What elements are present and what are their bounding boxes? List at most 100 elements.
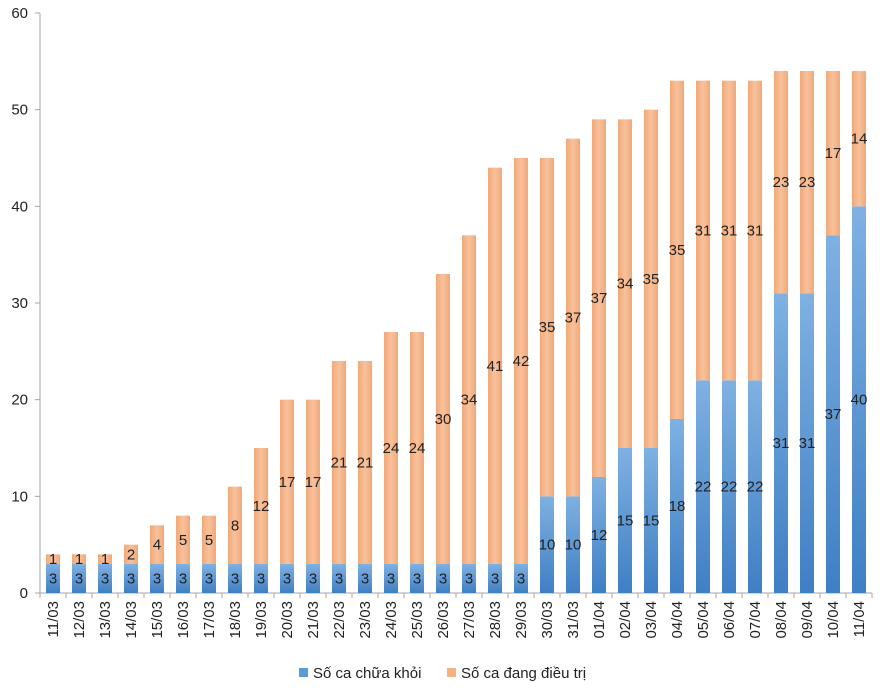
data-label-cured: 3 [517, 571, 525, 588]
bar-cured [280, 564, 294, 593]
bar-cured [748, 380, 762, 593]
bar-treating [176, 515, 190, 564]
bar-cured [566, 496, 580, 593]
data-label-treating: 42 [513, 353, 530, 370]
bar-treating [332, 361, 346, 564]
x-tick-label: 22/03 [331, 601, 348, 639]
bar-treating [852, 71, 866, 207]
bar-treating [124, 544, 138, 564]
data-label-treating: 23 [799, 174, 816, 191]
data-label-cured: 22 [747, 479, 764, 496]
data-label-treating: 4 [153, 537, 161, 554]
data-label-cured: 3 [75, 571, 83, 588]
data-label-cured: 3 [283, 571, 291, 588]
data-label-treating: 30 [435, 411, 452, 428]
x-tick-label: 08/04 [773, 601, 790, 639]
x-tick-label: 10/04 [825, 601, 842, 639]
data-label-treating: 24 [409, 440, 426, 457]
data-label-cured: 3 [465, 571, 473, 588]
data-label-treating: 5 [205, 532, 213, 549]
x-tick-label: 11/04 [851, 601, 868, 637]
data-label-treating: 21 [331, 455, 348, 472]
data-label-cured: 18 [669, 498, 686, 515]
data-label-treating: 37 [591, 290, 608, 307]
bar-treating [696, 80, 710, 381]
data-labels: 3131313234353538312317317321321324324330… [49, 131, 868, 588]
legend-swatch-cured [299, 668, 308, 677]
data-label-treating: 35 [539, 319, 556, 336]
bar-cured [800, 293, 814, 593]
bar-cured [254, 564, 268, 593]
y-tick-label: 50 [11, 102, 28, 119]
x-tick-label: 12/03 [71, 601, 88, 639]
data-label-treating: 37 [565, 310, 582, 327]
x-tick-label: 07/04 [747, 601, 764, 639]
bar-treating [280, 399, 294, 564]
bar-treating [774, 71, 788, 294]
bar-treating [384, 332, 398, 564]
data-label-treating: 31 [721, 223, 738, 240]
bar-treating [436, 274, 450, 564]
data-label-cured: 3 [257, 571, 265, 588]
bar-treating [462, 235, 476, 565]
bar-cured [644, 448, 658, 593]
bar-cured [826, 235, 840, 594]
data-label-treating: 21 [357, 455, 374, 472]
data-label-cured: 3 [179, 571, 187, 588]
bar-cured [306, 564, 320, 593]
y-tick-label: 10 [11, 488, 28, 505]
bar-cured [384, 564, 398, 593]
bar-treating [566, 138, 580, 497]
bar-cured [202, 564, 216, 593]
bar-treating [72, 554, 86, 564]
bar-cured [410, 564, 424, 593]
bar-treating [670, 80, 684, 420]
bar-cured [514, 564, 528, 593]
bar-treating [46, 554, 60, 564]
data-label-treating: 8 [231, 517, 239, 534]
data-label-cured: 22 [695, 479, 712, 496]
data-label-treating: 17 [305, 474, 322, 491]
x-tick-label: 25/03 [409, 601, 426, 639]
data-label-cured: 3 [439, 571, 447, 588]
bar-cured [540, 496, 554, 593]
data-label-treating: 1 [49, 551, 57, 568]
data-label-cured: 15 [617, 513, 634, 530]
data-label-cured: 3 [387, 571, 395, 588]
bar-treating [826, 71, 840, 236]
x-tick-label: 28/03 [487, 601, 504, 639]
bar-cured [176, 564, 190, 593]
data-label-treating: 1 [75, 551, 83, 568]
x-tick-label: 13/03 [97, 601, 114, 639]
x-tick-label: 06/04 [721, 601, 738, 639]
bar-cured [774, 293, 788, 593]
data-label-cured: 31 [799, 435, 816, 452]
data-label-cured: 22 [721, 479, 738, 496]
bar-cured [436, 564, 450, 593]
bar-treating [254, 448, 268, 564]
bar-treating [618, 119, 632, 448]
data-label-cured: 3 [101, 571, 109, 588]
x-tick-label: 30/03 [539, 601, 556, 639]
x-tick-label: 01/04 [591, 601, 608, 639]
bar-treating [748, 80, 762, 381]
bar-treating [358, 361, 372, 564]
bar-cured [592, 477, 606, 593]
data-label-cured: 3 [231, 571, 239, 588]
bar-cured [462, 564, 476, 593]
x-tick-label: 23/03 [357, 601, 374, 639]
bar-cured [150, 564, 164, 593]
x-tick-label: 29/03 [513, 601, 530, 639]
bar-cured [46, 564, 60, 593]
bar-treating [488, 167, 502, 564]
x-tick-label: 26/03 [435, 601, 452, 639]
bar-cured [332, 564, 346, 593]
bar-treating [306, 399, 320, 564]
data-label-cured: 3 [491, 571, 499, 588]
bar-treating [202, 515, 216, 564]
data-label-treating: 35 [643, 271, 660, 288]
data-label-cured: 31 [773, 435, 790, 452]
x-tick-label: 27/03 [461, 601, 478, 639]
x-tick-label: 15/03 [149, 601, 166, 639]
data-label-cured: 3 [309, 571, 317, 588]
